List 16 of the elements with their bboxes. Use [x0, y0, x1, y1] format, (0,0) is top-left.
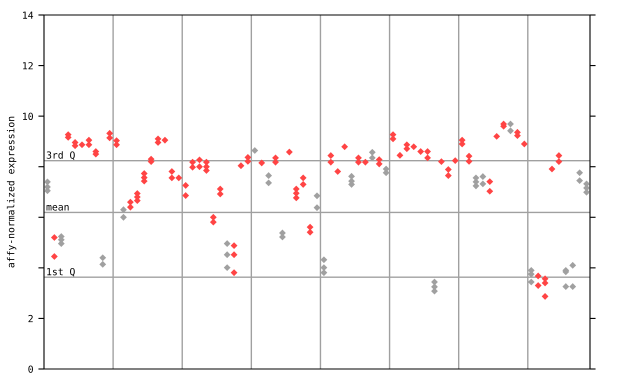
point	[528, 278, 535, 286]
ref-line-label: mean	[46, 205, 69, 211]
y-tick-label: 10	[23, 112, 33, 120]
point	[562, 283, 570, 290]
y-axis-title: affy-normalized expression	[6, 116, 16, 268]
y-tick-label: 12	[23, 62, 33, 70]
point	[472, 182, 480, 190]
y-tick-label: 0	[28, 366, 33, 373]
point	[320, 269, 328, 276]
point	[542, 293, 548, 300]
ref-line-label: 1st Q	[47, 268, 75, 276]
point	[224, 264, 231, 272]
y-tick-label: 2	[28, 314, 33, 322]
ref-line-label: 3rd Q	[46, 151, 75, 160]
point	[230, 269, 238, 276]
y-tick-label: 14	[23, 12, 34, 19]
